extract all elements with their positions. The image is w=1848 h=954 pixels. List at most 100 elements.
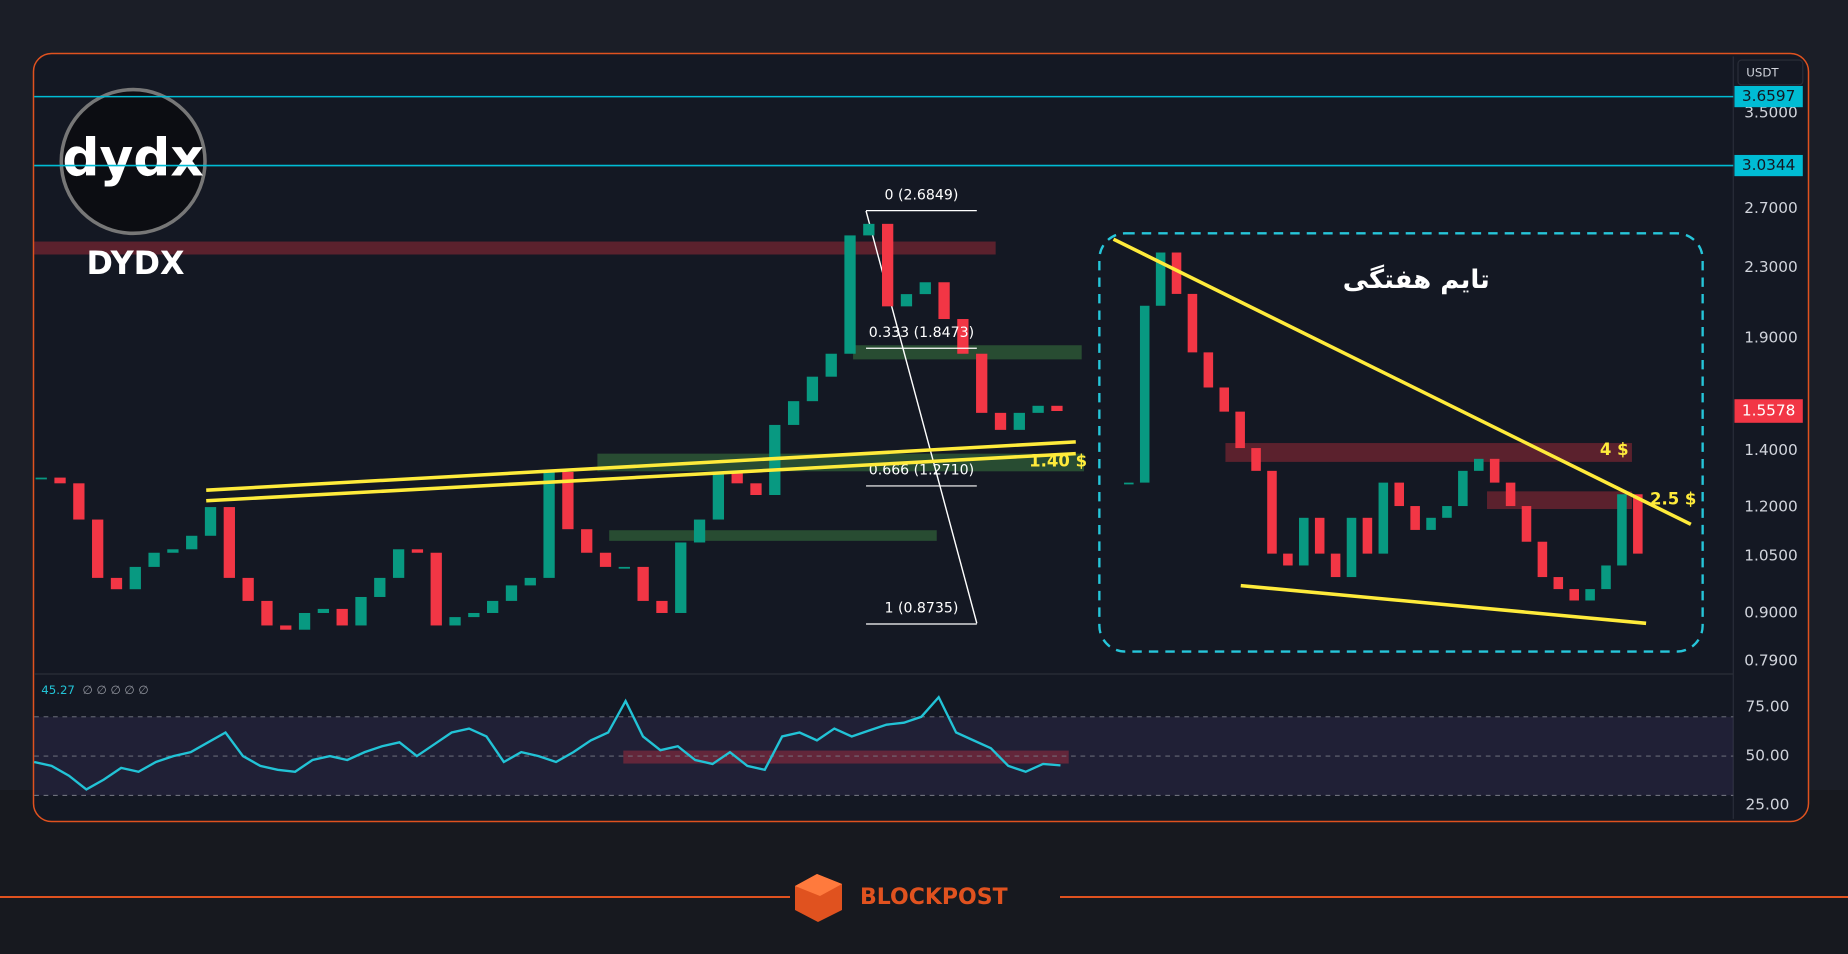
price-annotation: 2.5 $ [1650,489,1696,508]
zone [1225,443,1632,462]
candle [1553,577,1564,590]
fib-label: 1 (0.8735) [884,601,958,617]
candle [1013,412,1025,430]
candle [882,223,894,307]
candle [505,585,518,601]
candle [1187,293,1198,353]
level-badge [1734,85,1803,108]
candle [92,519,104,578]
y-tick-label: 25.00 [1746,796,1790,814]
brand-icon [795,874,842,896]
candle [1617,494,1627,566]
currency-label: USDT [1746,66,1779,80]
candle [562,471,574,530]
candle [599,552,612,567]
candle [618,566,630,569]
rsi-params: ∅ ∅ ∅ ∅ ∅ [82,683,148,697]
candle [1251,448,1261,471]
candle [167,549,179,553]
y-tick-label: 0.9000 [1744,603,1798,621]
candle [1378,482,1389,554]
zone [34,241,996,255]
candle [1410,506,1420,530]
trend-line [1240,583,1647,626]
level-label: 3.0344 [1742,156,1796,174]
candle [430,552,442,626]
candle [392,549,405,578]
y-tick-label: 1.2000 [1744,498,1798,516]
candle [298,612,311,630]
candle [1458,470,1468,507]
candle [1505,482,1516,507]
candle [336,608,348,626]
candle [844,235,856,354]
candle [1267,470,1277,554]
candle [186,535,198,550]
candle [1394,482,1405,507]
candle [1521,506,1532,542]
candle [1283,553,1293,566]
candle [223,507,235,578]
logo-text: dydx [62,128,203,188]
candle [693,519,706,543]
zone [609,530,937,541]
candle [825,353,837,377]
candle [543,471,555,578]
candle [1314,517,1325,554]
candle [731,471,743,484]
candle [1124,482,1134,485]
last-price-label: 1.5578 [1742,402,1796,420]
inset-title: تایم هفتگی [1343,264,1490,295]
candle [73,483,85,520]
candle [1330,553,1341,578]
fib-label: 0.666 (1.2710) [869,463,974,479]
candle [317,608,330,613]
candle [1139,305,1150,483]
brand: BLOCKPOST [860,885,1008,910]
level-badge [1734,154,1803,177]
candle [581,529,593,553]
candle [900,294,913,307]
y-tick-label: 1.9000 [1744,328,1798,346]
zone [1487,491,1632,510]
candle [957,319,969,354]
candle [487,600,499,613]
candle [129,566,141,590]
candle [806,376,819,402]
candle [355,596,367,626]
candle [1585,589,1595,601]
candle [280,625,292,630]
candle [1235,411,1245,449]
candle [637,566,649,601]
fib-label: 0.333 (1.8473) [869,325,974,341]
candle [1601,565,1611,590]
candle [1051,405,1063,412]
candle [524,577,536,586]
candle [468,612,480,618]
inset-frame [1098,232,1704,653]
candle [261,600,273,626]
currency-box [1737,59,1804,86]
candle [1346,517,1357,578]
last-price-badge [1734,399,1803,423]
candle [863,223,875,236]
candle [1219,387,1230,412]
price-annotation: 4 $ [1600,440,1629,459]
y-tick-label: 75.00 [1746,697,1790,715]
candle [1299,517,1309,566]
zone [623,750,1069,764]
candle [1473,458,1484,471]
fib-label: 0 (2.6849) [884,187,958,203]
candle [750,483,762,496]
rsi-value: 45.27 [41,683,75,697]
chart-title: DYDX [86,244,184,282]
y-tick-label: 1.4000 [1744,441,1798,459]
candle [35,477,47,480]
candle [1633,494,1643,554]
y-tick-label: 50.00 [1746,747,1790,765]
trend-line [206,451,1076,503]
y-tick-label: 3.5000 [1744,104,1798,122]
candle [148,552,160,567]
candle [1203,352,1214,388]
